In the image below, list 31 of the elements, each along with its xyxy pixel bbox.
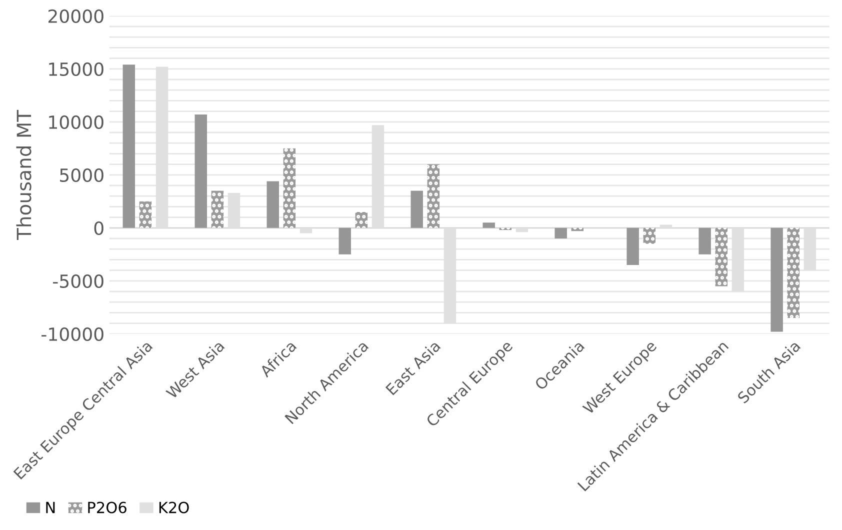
bar <box>499 228 512 230</box>
y-tick-label: -5000 <box>53 274 104 288</box>
bar <box>626 228 639 265</box>
y-tick-label: 5000 <box>60 168 104 182</box>
bar <box>338 228 351 254</box>
bar <box>715 228 728 286</box>
bar <box>770 228 783 332</box>
y-tick-label: 15000 <box>49 62 104 76</box>
bar <box>410 190 423 228</box>
bar <box>122 64 136 228</box>
bar <box>554 228 567 238</box>
bar <box>698 228 711 254</box>
legend-label: P2O6 <box>88 502 126 514</box>
bar <box>427 164 440 228</box>
y-tick-label: -10000 <box>42 327 104 342</box>
y-tick-label: 0 <box>94 221 104 236</box>
legend-label: K2O <box>159 502 189 514</box>
bar <box>643 228 656 244</box>
bar <box>482 222 495 228</box>
bar <box>355 212 368 228</box>
y-tick-label: 10000 <box>49 115 104 130</box>
legend-label: N <box>46 502 55 514</box>
bar <box>194 114 208 228</box>
bar <box>266 181 279 228</box>
bar <box>211 190 224 228</box>
bar <box>283 148 296 228</box>
bar <box>139 201 152 228</box>
y-tick-label: 20000 <box>48 9 104 24</box>
y-axis-title: Thousand MT <box>16 110 32 240</box>
bar <box>571 228 584 232</box>
bar <box>787 228 800 318</box>
